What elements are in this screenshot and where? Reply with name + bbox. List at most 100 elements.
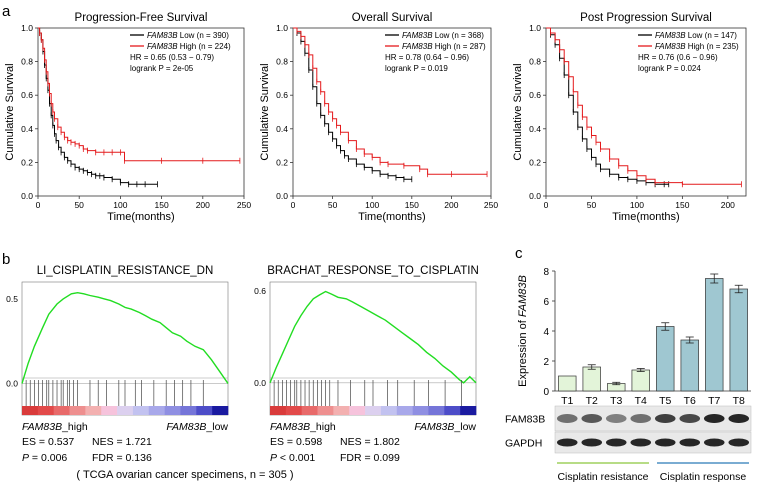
- km-plot-post-progression-survival: Post Progression Survival 0.0 0.2 0.4 0.6 0.8…: [512, 12, 747, 223]
- km-x-tick-label: 150: [675, 200, 689, 210]
- bar: [558, 375, 577, 392]
- gsea-title: BRACHAT_RESPONSE_TO_CISPLATIN: [267, 265, 479, 277]
- legend-low-n: (n = 147): [702, 31, 737, 40]
- km-x-tick-label: 100: [630, 200, 644, 210]
- western-blot: FAM83B GAPDH Cisplatin resistance Cisplatin…: [505, 405, 752, 483]
- km-y-tick-label: 1.0: [529, 23, 541, 33]
- gsea-es: ES = 0.598: [270, 436, 322, 448]
- gsea-plot-cisplatin-resistance-dn: LI_CISPLATIN_RESISTANCE_DN0.50.0FAM83B_h…: [6, 265, 229, 464]
- gsea-enrichment-curve: [21, 291, 229, 384]
- km-hazard-ratio: HR = 0.76 (0.6 − 0.96): [638, 53, 718, 62]
- km-y-tick-label: 0.4: [21, 124, 33, 134]
- km-y-tick-label: 0.2: [21, 157, 33, 167]
- km-legend-low: FAM83B Low (n = 147): [655, 31, 737, 40]
- gsea-rank-gradient-segment: [380, 406, 398, 415]
- km-y-tick-label: 0.2: [276, 157, 288, 167]
- bar-category-label: T5: [659, 395, 671, 407]
- km-x-tick-label: 250: [237, 200, 251, 210]
- bar-ylabel-gene: FAM83B: [517, 275, 529, 317]
- blot-band: [679, 414, 701, 423]
- legend-low-n: (n = 390): [194, 31, 229, 40]
- bar-category-label: T3: [610, 395, 622, 407]
- gsea-label-low: FAM83B_low: [414, 421, 476, 433]
- km-hazard-ratio: HR = 0.78 (0.64 − 0.96): [385, 53, 469, 62]
- km-x-tick-label: 250: [484, 200, 498, 210]
- km-x-tick-label: 0: [291, 200, 296, 210]
- bar-ylabel-prefix: Expression of: [517, 317, 529, 387]
- km-y-axis-label: Cumulative Survival: [4, 63, 16, 160]
- km-x-tick-label: 150: [405, 200, 419, 210]
- expression-bar-chart: 0 2 4 6 8 Expression of FAM83B T1 T2 T3 T4 T5 T6 T7 T…: [517, 267, 751, 407]
- bar: [680, 339, 699, 392]
- gsea-gene: FAM83B: [414, 421, 454, 433]
- gsea-rank-gradient-segment: [270, 406, 287, 415]
- gsea-rank-gradient-segment: [53, 406, 70, 415]
- km-legend-high: FAM83B High (n = 224): [147, 42, 231, 51]
- gsea-y-tick-label: 0.6: [254, 286, 266, 296]
- km-x-tick-label: 200: [444, 200, 458, 210]
- group-label: Cisplatin resistance: [557, 471, 648, 483]
- gsea-rank-gradient-segment: [396, 406, 413, 415]
- bar: [656, 326, 675, 392]
- gsea-fdr: FDR = 0.099: [340, 452, 400, 464]
- km-y-tick-label: 0.4: [529, 124, 541, 134]
- panel-letter-c: c: [515, 245, 523, 262]
- bar-y-axis-label: Expression of FAM83B: [517, 275, 529, 387]
- km-y-tick-label: 0.0: [276, 191, 288, 201]
- blot-band: [703, 438, 725, 447]
- km-y-tick-label: 0.6: [276, 90, 288, 100]
- km-y-tick-label: 0.4: [276, 124, 288, 134]
- blot-band: [679, 438, 701, 447]
- gsea-gene: FAM83B: [166, 421, 206, 433]
- km-x-tick-label: 50: [328, 200, 338, 210]
- blot-band: [728, 438, 750, 447]
- gsea-rank-gradient-segment: [85, 406, 102, 415]
- bar: [582, 366, 601, 392]
- legend-gene: FAM83B: [655, 31, 686, 40]
- blot-band: [605, 414, 627, 423]
- blot-band: [728, 414, 750, 423]
- km-plot-progression-free-survival: Progression-Free Survival 0.0 0.2 0.4 0.6 0.8…: [4, 12, 251, 223]
- bar-y-tick-label: 4: [543, 327, 549, 338]
- km-x-tick-label: 50: [74, 200, 84, 210]
- km-y-tick-label: 0.8: [529, 57, 541, 67]
- km-hazard-ratio: HR = 0.65 (0.53 − 0.79): [130, 53, 214, 62]
- km-x-tick-label: 200: [721, 200, 735, 210]
- blot-row-label: GAPDH: [505, 438, 542, 450]
- km-plot-frame: [37, 27, 245, 197]
- km-y-axis-label: Cumulative Survival: [259, 63, 271, 160]
- gsea-rank-gradient-segment: [37, 406, 54, 415]
- km-logrank-p: logrank P = 0.019: [385, 64, 448, 73]
- gsea-rank-gradient-segment: [301, 406, 318, 415]
- blot-band: [605, 438, 627, 447]
- gsea-rank-gradient-segment: [365, 406, 382, 415]
- gsea-label-low: FAM83B_low: [166, 421, 228, 433]
- blot-band: [630, 414, 652, 423]
- blot-band: [581, 438, 603, 447]
- gsea-rank-gradient-segment: [132, 406, 150, 415]
- gsea-gene: FAM83B: [22, 421, 62, 433]
- legend-gene: FAM83B: [402, 31, 433, 40]
- legend-gene: FAM83B: [147, 31, 178, 40]
- km-curve-high: [546, 27, 742, 185]
- km-y-tick-label: 1.0: [276, 23, 288, 33]
- legend-high-n: (n = 235): [704, 42, 739, 51]
- blot-membrane: [554, 431, 752, 454]
- bar-y-tick-label: 2: [543, 357, 549, 368]
- legend-gene: FAM83B: [655, 42, 686, 51]
- gsea-rank-gradient-segment: [117, 406, 134, 415]
- km-x-tick-label: 100: [365, 200, 379, 210]
- gsea-footer: ( TCGA ovarian cancer specimens, n = 305…: [76, 469, 293, 481]
- km-x-tick-label: 100: [113, 200, 127, 210]
- km-x-tick-label: 0: [544, 200, 549, 210]
- legend-gene: FAM83B: [147, 42, 178, 51]
- gsea-fdr: FDR = 0.136: [92, 452, 152, 464]
- gsea-rank-gradient-segment: [69, 406, 86, 415]
- km-legend-low: FAM83B Low (n = 368): [402, 31, 484, 40]
- bar: [705, 278, 724, 392]
- km-y-axis-label: Cumulative Survival: [512, 63, 524, 160]
- km-curve-low: [293, 27, 412, 180]
- bar-y-tick-label: 6: [543, 297, 549, 308]
- bar-category-label: T8: [733, 395, 745, 407]
